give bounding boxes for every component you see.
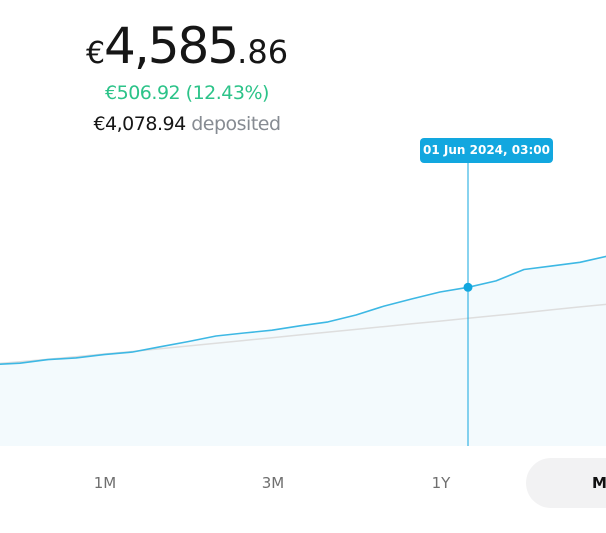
value-series-line: [0, 255, 606, 366]
time-range-selector: 1M 3M 1Y M: [0, 458, 606, 508]
balance-decimal: .86: [237, 33, 289, 71]
deposited-summary: €4,078.94 deposited: [0, 113, 374, 135]
balance-currency: €: [85, 36, 105, 71]
chart-hover-point: [463, 282, 473, 292]
chart-tooltip: 01 Jun 2024, 03:00: [420, 138, 553, 163]
balance-integer: 4,585: [104, 17, 239, 75]
chart-area-fill: [0, 256, 606, 446]
deposited-amount: €4,078.94: [93, 113, 186, 135]
range-3m-button[interactable]: 3M: [261, 474, 285, 492]
portfolio-balance: €4,585.86: [0, 16, 374, 88]
range-1m-button[interactable]: 1M: [93, 474, 117, 492]
range-1y-button[interactable]: 1Y: [431, 474, 451, 492]
range-max-button[interactable]: M: [526, 458, 606, 508]
portfolio-gain: €506.92 (12.43%): [105, 82, 269, 104]
deposited-label: deposited: [191, 113, 281, 135]
